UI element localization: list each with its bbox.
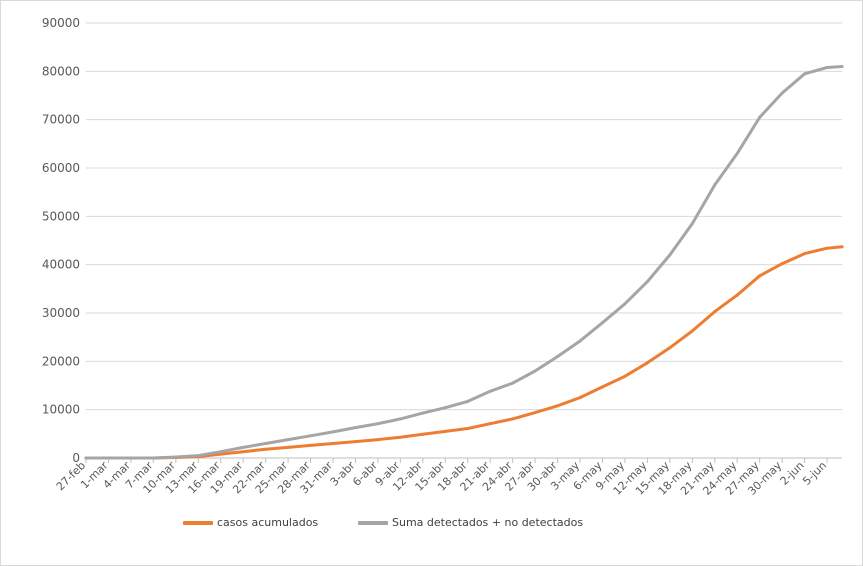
data-point: [735, 152, 739, 155]
y-tick-label: 10000: [42, 403, 80, 417]
data-point: [735, 293, 739, 297]
data-point: [758, 274, 762, 278]
data-point: [151, 456, 155, 460]
data-point: [466, 399, 470, 403]
series-line-0: [84, 245, 844, 460]
legend-label: Suma detectados + no detectados: [392, 516, 584, 529]
data-point: [600, 385, 604, 389]
x-tick-label: 5-jun: [800, 459, 829, 488]
data-point: [511, 417, 515, 421]
data-point: [129, 456, 133, 460]
y-tick-label: 90000: [42, 16, 80, 30]
data-point: [533, 411, 537, 415]
data-point: [668, 346, 672, 350]
data-point: [713, 183, 717, 187]
data-point: [840, 245, 844, 249]
data-point: [645, 280, 649, 284]
y-tick-label: 70000: [42, 113, 80, 127]
legend: casos acumulados Suma detectados + no de…: [0, 516, 863, 532]
data-point: [623, 374, 627, 378]
legend-item-suma-detectados: Suma detectados + no detectados: [358, 516, 583, 529]
data-point: [106, 456, 110, 460]
data-point: [488, 389, 492, 393]
data-point: [533, 369, 537, 373]
y-tick-label: 50000: [42, 209, 80, 223]
data-point: [556, 404, 560, 408]
data-point: [825, 246, 829, 250]
data-point: [421, 432, 425, 436]
data-point: [286, 445, 290, 449]
data-point: [421, 411, 425, 415]
data-point: [690, 329, 694, 333]
data-point: [780, 91, 784, 95]
y-tick-label: 40000: [42, 258, 80, 272]
data-point: [286, 438, 290, 442]
legend-swatch-casos-acumulados: [183, 520, 213, 525]
x-tick-label: 2-jun: [778, 459, 807, 488]
data-point: [488, 422, 492, 426]
x-tick-label: 6-abr: [350, 459, 380, 489]
data-point: [511, 381, 515, 385]
data-point: [331, 442, 335, 445]
data-point: [578, 396, 582, 400]
data-point: [196, 454, 200, 458]
data-point: [578, 339, 582, 343]
data-point: [825, 65, 829, 69]
data-point: [353, 426, 357, 430]
data-point: [84, 456, 88, 460]
data-point: [376, 438, 380, 442]
y-tick-label: 20000: [42, 354, 80, 368]
data-point: [219, 452, 223, 456]
data-point: [398, 435, 402, 439]
data-point: [466, 427, 470, 431]
data-point: [713, 310, 717, 314]
series-line-1: [84, 65, 844, 460]
data-point: [780, 262, 784, 266]
data-point: [219, 450, 223, 454]
data-point: [309, 443, 313, 447]
x-tick-label: 3-abr: [328, 459, 358, 489]
data-point: [803, 72, 807, 76]
data-point: [556, 355, 560, 358]
legend-item-casos-acumulados: casos acumulados: [183, 516, 318, 529]
data-point: [803, 252, 807, 256]
data-point: [690, 222, 694, 226]
data-point: [241, 450, 245, 454]
data-point: [623, 302, 627, 306]
data-point: [840, 65, 844, 68]
data-point: [174, 455, 178, 459]
data-point: [600, 321, 604, 325]
data-point: [398, 417, 402, 421]
y-tick-label: 30000: [42, 306, 80, 320]
y-tick-label: 0: [72, 451, 80, 465]
data-point: [645, 361, 649, 365]
data-point: [758, 115, 762, 119]
y-tick-label: 60000: [42, 161, 80, 175]
data-point: [443, 406, 447, 410]
legend-label: casos acumulados: [217, 516, 319, 529]
data-point: [668, 253, 672, 257]
data-point: [264, 442, 268, 445]
data-point: [443, 429, 447, 433]
data-point: [309, 434, 313, 438]
y-tick-label: 80000: [42, 64, 80, 78]
data-point: [241, 445, 245, 449]
data-point: [331, 430, 335, 434]
data-point: [264, 447, 268, 451]
data-point: [353, 440, 357, 444]
legend-swatch-suma-detectados: [358, 520, 388, 525]
data-point: [376, 422, 380, 426]
